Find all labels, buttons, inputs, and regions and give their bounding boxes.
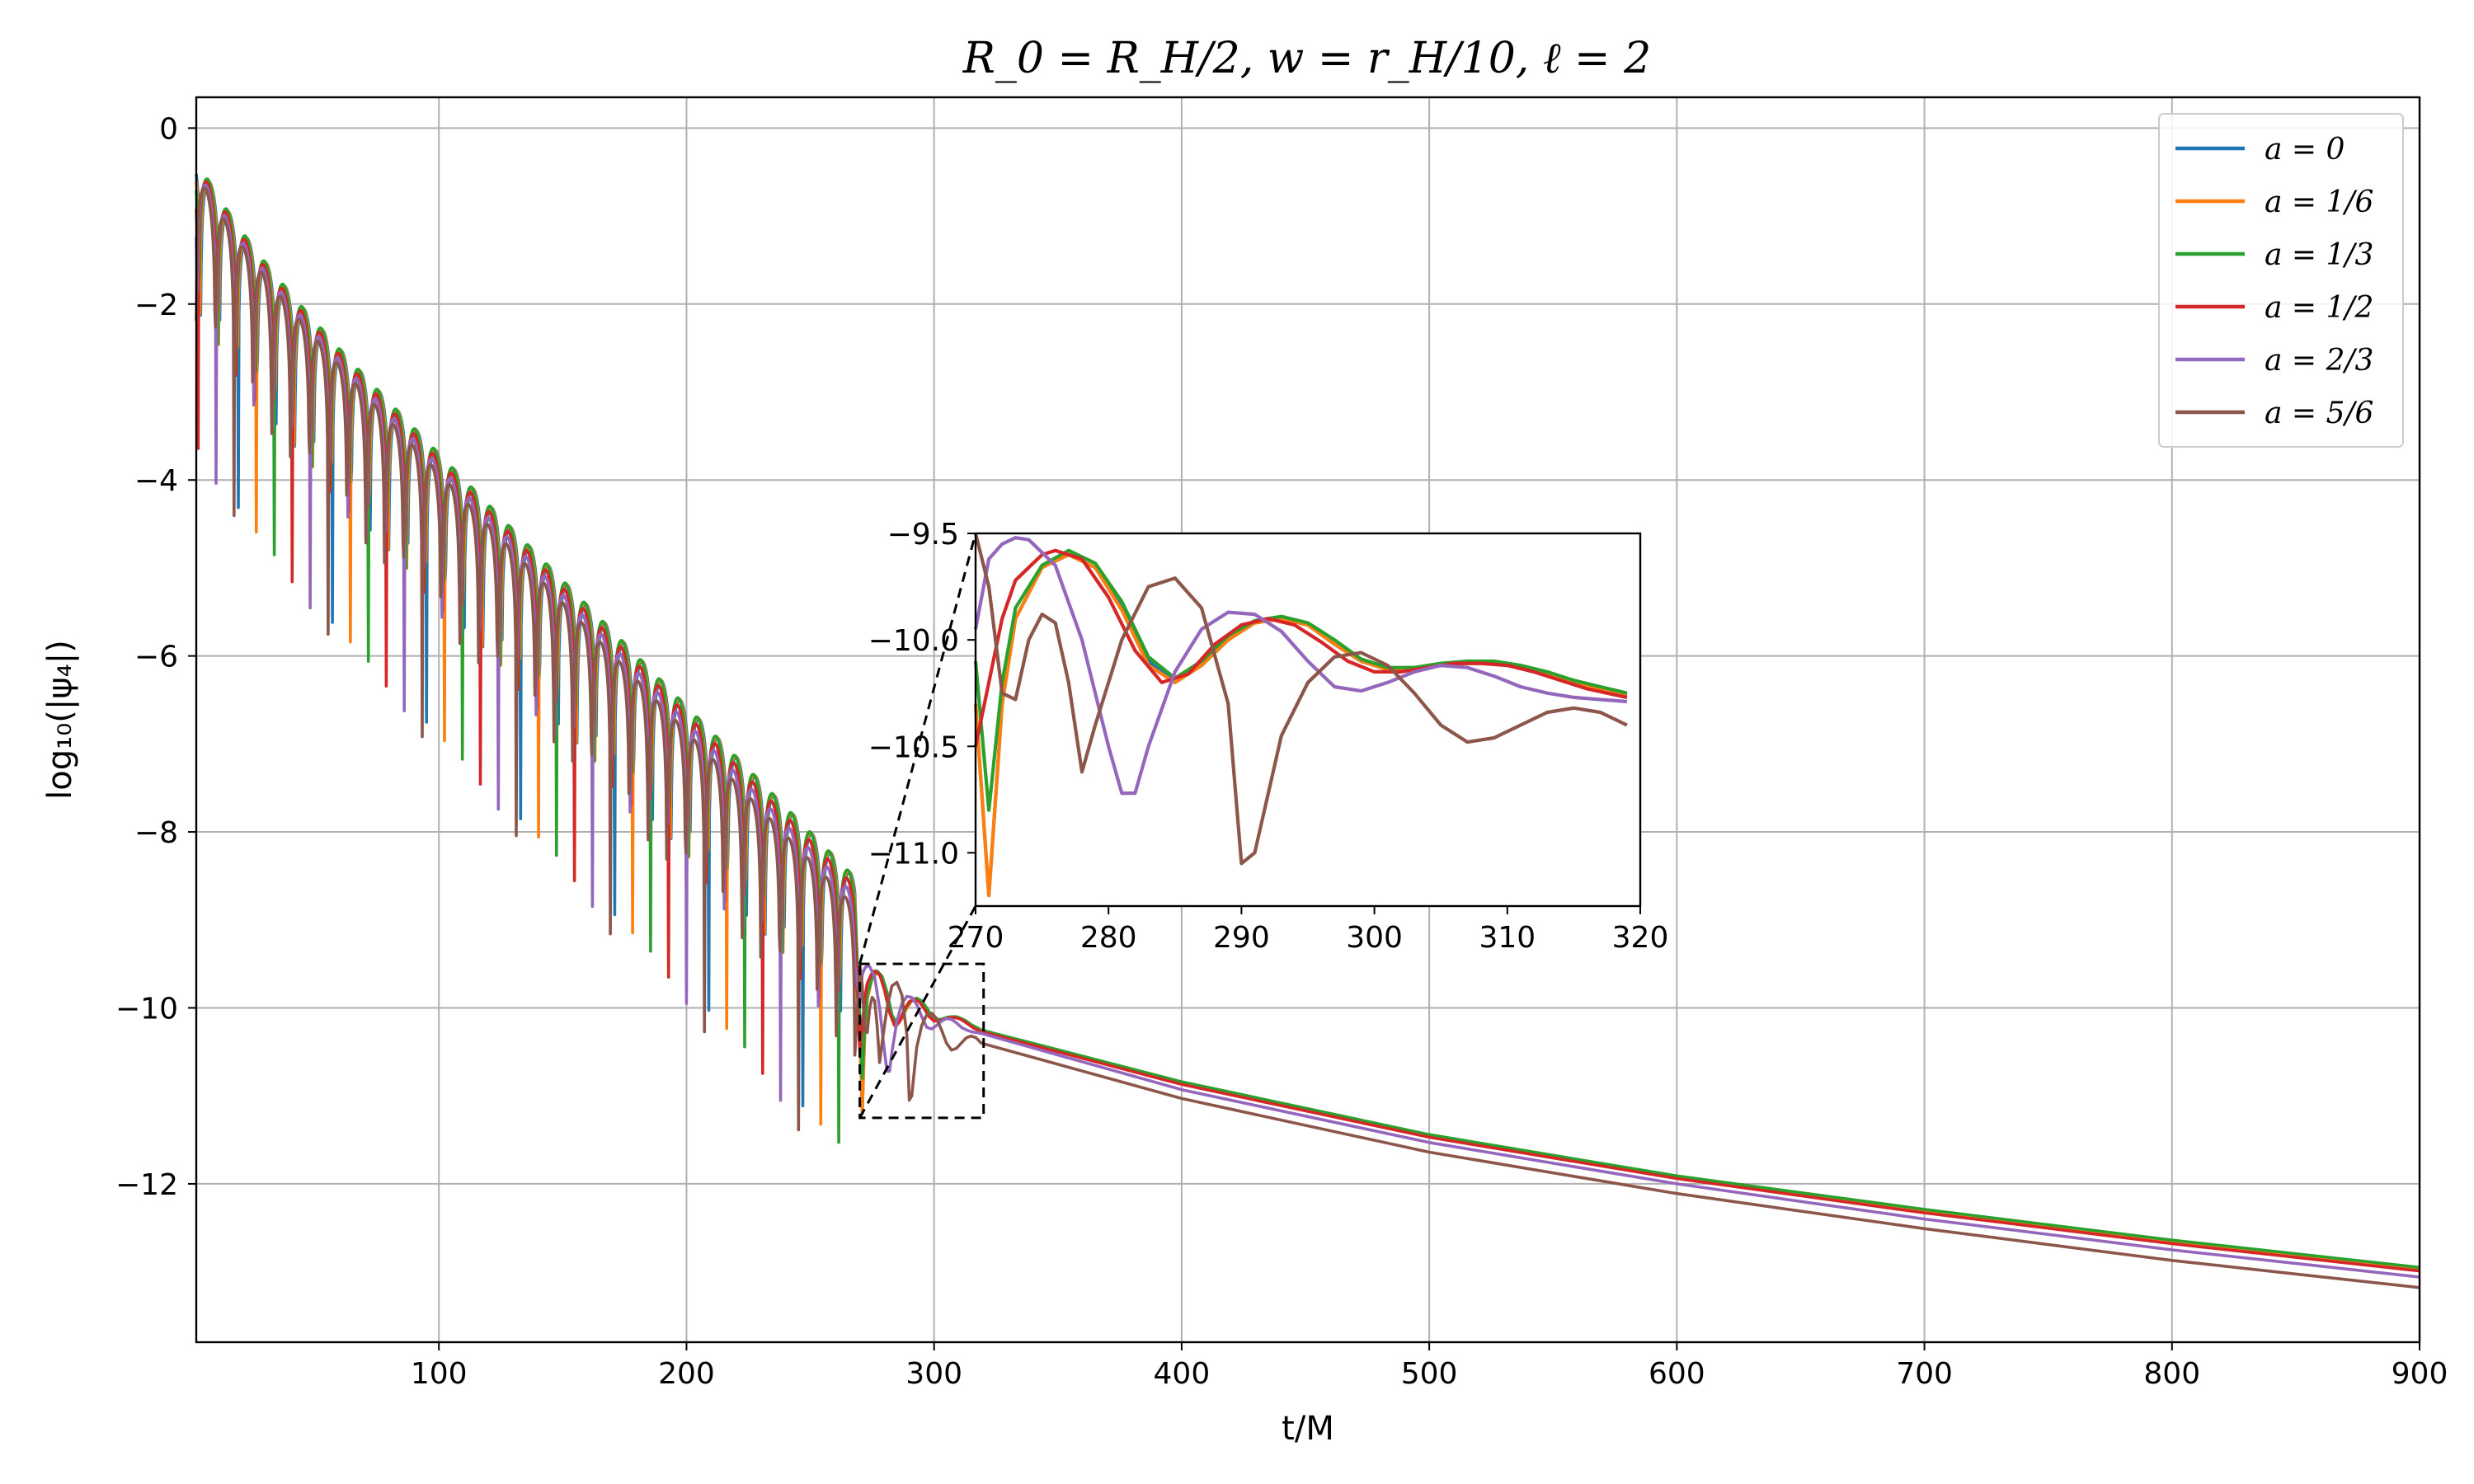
y-tick-label: −12 [115, 1168, 178, 1202]
inset-x-tick-label: 300 [1346, 921, 1403, 955]
legend-box [2158, 113, 2404, 448]
x-tick-label: 400 [1154, 1357, 1211, 1391]
legend-label-6: a = 5/6 [2265, 397, 2373, 430]
inset-x-tick-label: 280 [1080, 921, 1137, 955]
inset-series-line-4 [973, 548, 1628, 747]
inset-x-tick-label: 290 [1213, 921, 1270, 955]
x-tick-label: 900 [2392, 1357, 2448, 1391]
inset-y-tick-label: −10.5 [868, 730, 959, 764]
y-tick-label: −4 [134, 464, 178, 498]
inset-tick-group: 270 280 290 300 310 320 −9.5 −10.0 −10.5 −11.0 [868, 518, 1669, 955]
zoom-connector-top [858, 533, 977, 965]
inset-series-line-6 [973, 533, 1628, 866]
y-tick-label: −8 [134, 816, 178, 850]
legend-label-4: a = 1/2 [2265, 291, 2373, 325]
inset-x-tick-label: 270 [948, 921, 1004, 955]
legend-label-1: a = 0 [2265, 133, 2345, 167]
inset-series-group [973, 533, 1628, 898]
x-tick-label: 200 [658, 1357, 715, 1391]
legend: a = 0 a = 1/6 a = 1/3 a = 1/2 a = 2/3 a = 5/6 [2158, 113, 2404, 448]
main-series-group [195, 173, 2420, 1289]
x-tick-label: 600 [1649, 1357, 1705, 1391]
zoom-box [858, 962, 985, 1120]
x-axis-label: t/M [1282, 1410, 1334, 1448]
main-plot-frame [195, 96, 2421, 1344]
x-tick-label: 300 [905, 1357, 962, 1391]
series-line-6 [195, 186, 2420, 1289]
zoom-connector-bottom [858, 905, 977, 1119]
inset-y-tick-label: −11.0 [868, 837, 959, 871]
x-tick-label: 800 [2143, 1357, 2200, 1391]
inset-x-tick-label: 320 [1612, 921, 1669, 955]
inset-series-line-5 [973, 536, 1628, 796]
chart-title: R_0 = R_H/2, w = r_H/10, ℓ = 2 [962, 34, 1652, 83]
y-tick-label: −2 [134, 289, 178, 322]
legend-label-2: a = 1/6 [2265, 186, 2373, 219]
x-tick-label: 500 [1401, 1357, 1458, 1391]
main-tick-group: 100 200 300 400 500 600 700 800 900 0 −2 −4 −6 −8 −10 −… [115, 112, 2448, 1391]
y-tick-label: −10 [115, 992, 178, 1026]
y-tick-label: −6 [134, 641, 178, 674]
x-tick-label: 700 [1896, 1357, 1953, 1391]
y-axis-label: log₁₀(|ψ₄|) [41, 640, 79, 800]
x-tick-label: 100 [411, 1357, 468, 1391]
legend-label-3: a = 1/3 [2265, 238, 2373, 272]
zoom-indicator [858, 533, 985, 1120]
inset-y-tick-label: −9.5 [887, 518, 959, 552]
inset-y-tick-label: −10.0 [868, 624, 959, 658]
legend-label-5: a = 2/3 [2265, 344, 2373, 378]
inset-plot-frame [974, 532, 1642, 908]
inset-x-tick-label: 310 [1479, 921, 1536, 955]
y-tick-label: 0 [159, 112, 178, 146]
